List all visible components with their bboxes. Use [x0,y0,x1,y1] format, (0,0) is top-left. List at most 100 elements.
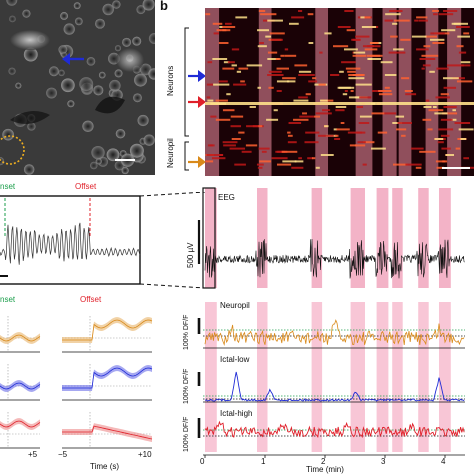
raster-event [405,93,417,96]
raster-event [340,122,345,124]
raster-event [385,13,401,16]
ictal-low-label: Ictal-low [220,355,250,364]
raster-event [275,150,288,153]
raster-event [266,118,279,121]
raster-event [216,29,231,32]
raster-event [443,106,457,108]
raster-event [238,131,245,134]
eeg-panel [197,187,465,289]
avg-response-panels [0,316,153,449]
tick-4: 4 [441,457,446,466]
raster-event [397,122,412,124]
raster-event [348,96,361,99]
raster-event [423,106,432,108]
raster-event [364,16,371,19]
raster-event [363,141,375,144]
raster-event [288,122,302,124]
zoom-box [0,195,141,285]
raster-event [205,160,214,163]
cell [112,0,121,9]
raster-event [456,80,473,83]
raster-event [231,48,240,51]
roi-circle [0,135,25,165]
raster-event [226,93,231,96]
raster-event [432,42,445,44]
raster-event [425,99,430,102]
raster-event [258,125,263,128]
raster-event [212,22,223,25]
raster-event [227,61,235,64]
raster-event [419,150,436,153]
raster-event [434,112,448,115]
neurons-label: Neurons [166,65,175,96]
raster-event [245,144,258,147]
raster-event [414,19,419,22]
raster-event [257,45,267,48]
time-axis-label: Time (min) [306,465,344,474]
raster-event [441,29,456,32]
seizure-band [376,188,389,288]
raster-event [424,35,438,38]
cell [48,66,59,77]
raster-event [276,67,290,70]
raster-event [427,128,433,131]
cell [15,82,22,89]
raster-event [206,96,211,99]
raster-event [207,144,213,147]
seizure-band [392,302,403,452]
cell [23,164,35,175]
raster-event [206,83,213,86]
raster-event [430,32,445,35]
seizure-band [376,302,389,452]
raster-event [218,42,229,44]
raster-event [265,35,272,38]
raster-event [307,13,314,16]
raster-event [445,154,455,156]
neuropil-trace [204,319,465,347]
raster-event [360,16,365,19]
raster-event [438,13,454,16]
raster-event [291,16,305,19]
raster-event [241,150,252,153]
raster-event [367,58,381,60]
eeg-scale-label: 500 µV [186,242,195,268]
raster-event [267,19,283,22]
panel-letter-b: b [160,0,168,13]
raster-event [440,93,449,96]
seizure-band [257,188,268,288]
raster-event [223,144,236,147]
raster-event [305,131,320,134]
raster-event [212,58,228,60]
raster-event [456,45,464,48]
seizure-band [418,188,429,288]
raster-event [305,93,311,96]
raster-event [273,109,278,112]
raster-event [223,61,230,64]
raster-event [380,61,393,64]
raster-event [366,54,383,57]
raster-event [416,48,429,51]
raster-event [230,125,242,128]
cell [82,120,94,132]
eeg-highlight-box [202,187,216,289]
cell [46,87,58,99]
raster-event [311,157,316,160]
dff-ylabel-2: 100% DF/F [183,368,190,404]
raster-event [298,157,302,160]
cell [73,2,81,10]
raster-event [315,112,332,115]
raster-blue-arrow-icon [188,70,206,82]
raster-event [320,99,328,102]
raster-event [437,141,444,144]
avg-plot [62,412,153,449]
raster-orange-arrow-icon [188,156,206,168]
raster-event [435,96,450,99]
raster-event [384,19,394,22]
raster-event [341,61,356,64]
avg-onset-label: nset [0,295,16,304]
raster-event [433,13,438,16]
raster-event [416,16,428,19]
avg-plot [0,412,41,449]
cell [95,158,102,165]
raster-event [240,80,245,83]
